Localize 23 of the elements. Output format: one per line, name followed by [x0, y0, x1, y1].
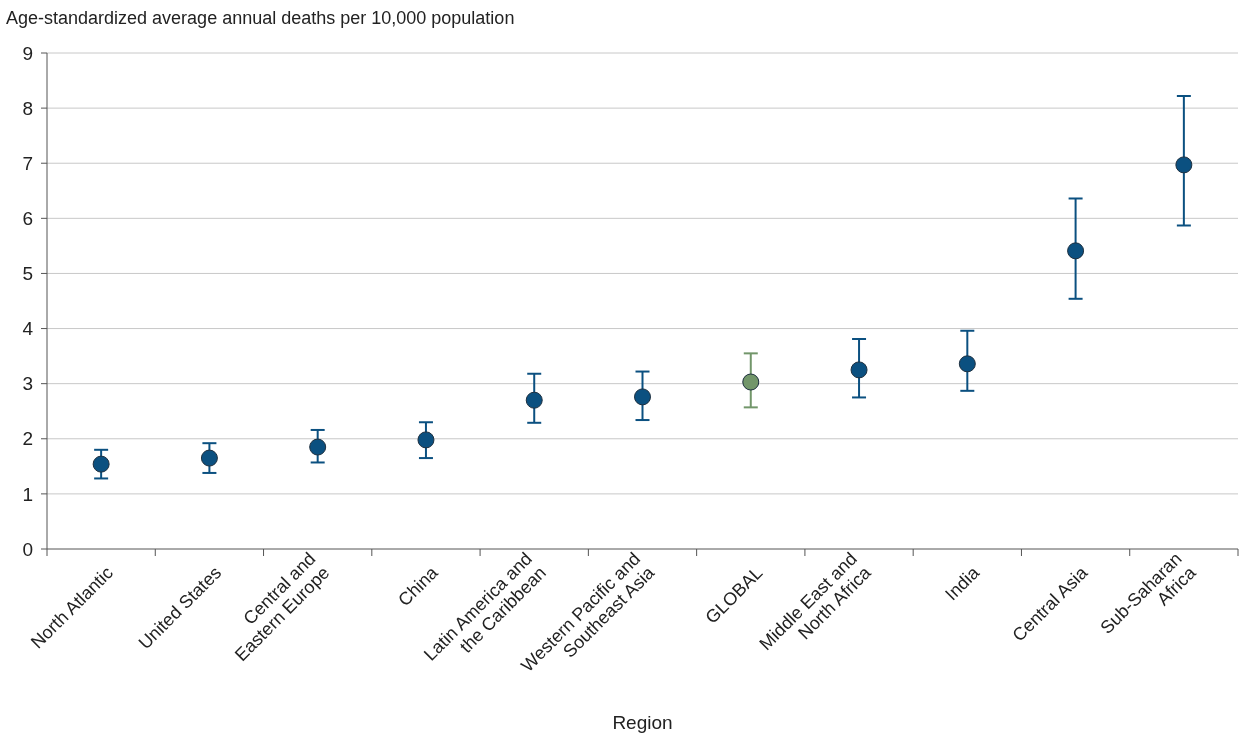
point — [742, 373, 760, 391]
y-tick-label: 5 — [22, 263, 33, 285]
y-axis-title: Age-standardized average annual deaths per 10,000 population — [6, 8, 515, 28]
point — [92, 455, 110, 473]
point — [1067, 242, 1085, 260]
y-tick-label: 9 — [22, 42, 33, 64]
point — [200, 449, 218, 467]
y-tick-label: 8 — [22, 97, 33, 119]
y-tick-label: 4 — [22, 318, 34, 340]
y-tick-label: 6 — [22, 207, 33, 229]
y-tick-label: 1 — [22, 483, 33, 505]
point — [850, 361, 868, 379]
y-tick-label: 7 — [22, 152, 33, 174]
point — [958, 355, 976, 373]
x-axis-title: Region — [612, 712, 673, 733]
y-tick-label: 3 — [22, 373, 33, 395]
point — [525, 391, 543, 409]
point — [417, 431, 435, 449]
y-tick-label: 0 — [22, 538, 33, 560]
point — [634, 388, 651, 406]
point — [1175, 156, 1193, 174]
point — [309, 438, 327, 456]
y-tick-label: 2 — [22, 428, 33, 450]
